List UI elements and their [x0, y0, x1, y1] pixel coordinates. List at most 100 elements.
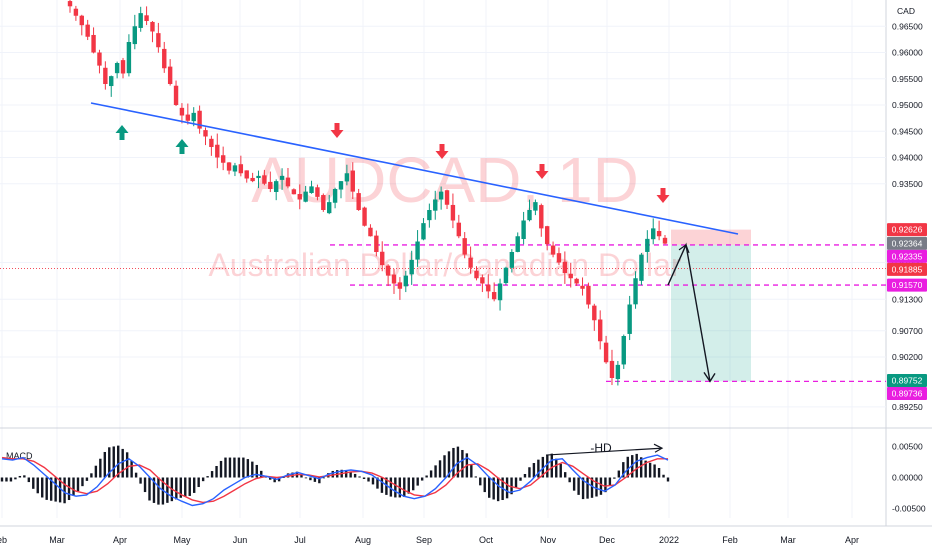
macd-hist-bar — [483, 477, 486, 493]
macd-hist-bar — [648, 462, 652, 478]
candle — [268, 171, 273, 193]
down-arrow-3 — [656, 188, 670, 203]
candle — [262, 169, 267, 186]
candle-body — [344, 173, 350, 182]
macd-hist-bar — [197, 477, 200, 488]
candle — [491, 282, 497, 302]
candle — [209, 135, 214, 156]
macd-hist-bar — [653, 464, 656, 478]
candle-body — [651, 228, 656, 240]
candle — [391, 268, 397, 294]
macd-hist-bar — [443, 455, 446, 478]
candle — [356, 188, 361, 211]
candle — [114, 61, 120, 79]
macd-hist-bar — [479, 477, 482, 486]
candle — [480, 274, 485, 293]
candle — [279, 168, 285, 190]
macd-hist-bar — [447, 451, 451, 478]
candle-body — [368, 227, 373, 237]
macd-hist-bar — [514, 477, 518, 488]
candle-body — [539, 205, 544, 229]
candle-body — [138, 13, 143, 28]
time-label-8: Oct — [479, 535, 494, 545]
candle-body — [256, 175, 261, 179]
candle — [444, 189, 450, 210]
macd-hist-bar — [470, 464, 473, 478]
macd-tick-0: 0.00500 — [892, 441, 923, 451]
candle — [362, 206, 367, 227]
candle-body — [321, 195, 326, 210]
candle — [321, 193, 326, 212]
macd-hist-bar — [36, 477, 39, 494]
candle-body — [556, 253, 562, 263]
candle — [132, 14, 138, 50]
macd-hist-bar — [613, 477, 616, 479]
candle-body — [150, 21, 155, 32]
macd-hist-bar — [5, 477, 8, 482]
candle-body — [332, 189, 338, 203]
divergence-label: -HD — [590, 441, 612, 455]
macd-hist-bar — [353, 473, 357, 478]
candle-body — [462, 238, 467, 255]
macd-main-line — [1, 454, 669, 507]
time-label-11: 2022 — [659, 535, 679, 545]
macd-hist-bar — [599, 477, 603, 495]
macd-hist-bar — [277, 477, 281, 482]
down-arrow-0 — [330, 123, 344, 138]
candle — [503, 266, 509, 285]
macd-hist-bar — [233, 457, 236, 478]
candle — [297, 184, 302, 210]
macd-hist-bar — [148, 477, 151, 501]
candle-body — [197, 110, 202, 129]
candle — [533, 199, 538, 216]
candle — [162, 41, 167, 73]
price-tick-3: 0.95000 — [892, 100, 923, 110]
candle-body — [120, 60, 126, 74]
macd-hist-bar — [268, 477, 272, 480]
macd-hist-bar — [139, 477, 142, 484]
macd-hist-bar — [622, 462, 625, 478]
candle — [609, 349, 615, 386]
candle-body — [544, 226, 550, 245]
price-tick-2: 0.95500 — [892, 74, 923, 84]
candle — [621, 334, 626, 369]
candle-body — [185, 114, 191, 121]
candle-body — [633, 278, 638, 305]
price-tick-0: 0.96500 — [892, 21, 923, 31]
macd-hist-bar — [358, 476, 361, 478]
candle-body — [609, 360, 615, 378]
macd-hist-bar — [313, 477, 317, 482]
candle — [421, 218, 426, 241]
candle — [173, 80, 179, 107]
time-label-9: Nov — [540, 535, 557, 545]
macd-hist-bar — [546, 455, 549, 478]
divergence-arrowhead — [653, 443, 664, 453]
macd-hist-bar — [121, 448, 124, 478]
macd-hist-bar — [99, 458, 102, 478]
macd-hist-bar — [577, 477, 580, 495]
candle-body — [427, 210, 432, 221]
candle — [67, 0, 73, 13]
macd-hist-bar — [318, 477, 321, 484]
price-badge-text-5: 0.89752 — [892, 376, 923, 386]
price-badge-3 — [887, 262, 927, 276]
candle-body — [103, 67, 108, 84]
candle-body — [315, 187, 320, 197]
candle — [539, 203, 544, 237]
candle-body — [114, 63, 120, 74]
macd-hist-bar — [519, 477, 522, 481]
candle-body — [232, 165, 238, 172]
time-label-2: Apr — [113, 535, 127, 545]
macd-hist-bar — [438, 460, 442, 478]
macd-hist-bar — [90, 473, 93, 478]
macd-hist-bar — [412, 477, 415, 491]
macd-hist-bar — [568, 477, 571, 483]
candle-body — [262, 175, 267, 184]
macd-hist-bar — [371, 477, 375, 485]
candle-body — [380, 251, 385, 266]
candle-body — [568, 273, 573, 279]
macd-hist-bar — [322, 477, 326, 479]
candle-body — [503, 267, 509, 284]
